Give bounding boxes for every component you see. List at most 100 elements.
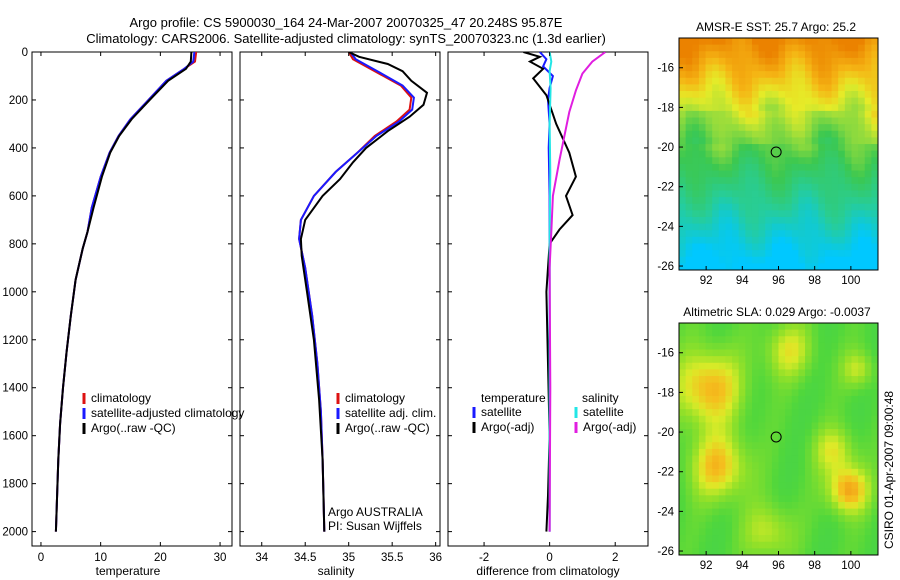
sla_map-cell xyxy=(718,376,727,384)
sla_map-cell xyxy=(692,495,700,503)
sst_map-cell xyxy=(732,230,740,238)
sst_map-cell xyxy=(718,137,727,145)
sla_map-cell xyxy=(679,548,687,555)
sst_map-cell xyxy=(858,57,866,66)
sst_map-cell xyxy=(745,110,753,119)
sst_map-cell xyxy=(844,203,853,211)
sst_map-cell xyxy=(732,77,740,85)
sla_map-cell xyxy=(838,342,846,351)
sst_map-cell xyxy=(791,163,799,172)
sla_map-cell xyxy=(791,376,799,384)
sst_map-cell xyxy=(679,236,687,245)
sst_map-cell xyxy=(838,117,846,125)
sla_map-cell xyxy=(685,349,693,357)
sla_map-cell xyxy=(864,376,872,384)
sla_map-cell xyxy=(745,442,753,450)
sla_map-cell xyxy=(705,501,713,510)
sst_map-cell xyxy=(765,104,773,112)
sst_map-cell xyxy=(698,256,707,264)
sst_map-cell xyxy=(838,51,846,59)
sla_map-cell xyxy=(698,342,707,351)
sla_map-cell xyxy=(698,462,707,470)
sla_map-cell xyxy=(805,376,813,384)
sla_map-cell xyxy=(805,508,813,516)
sla_map-cell xyxy=(751,389,760,397)
sla_map-cell xyxy=(745,468,753,477)
sla_map-cell xyxy=(851,535,859,543)
sst_map-cell xyxy=(838,84,846,92)
sst_map-cell xyxy=(765,64,773,72)
sla_map-cell xyxy=(785,382,793,390)
sst_map-cell xyxy=(858,117,866,125)
sst_map-cell xyxy=(811,110,819,119)
sla_map-cell xyxy=(765,521,773,530)
sst_map-cell xyxy=(831,104,839,112)
sla_map-cell xyxy=(725,362,733,370)
sla_map-cell xyxy=(831,382,839,390)
sla_map-cell xyxy=(698,448,707,457)
sst_map-cell xyxy=(844,77,853,85)
sst_map-cell xyxy=(831,38,839,46)
sla_map-cell xyxy=(758,349,766,357)
sla_map-cell xyxy=(692,402,700,410)
sst_map-cell xyxy=(771,130,780,139)
sst_map-cell xyxy=(858,150,866,158)
sst_map-cell xyxy=(858,104,866,112)
sla_map-cell xyxy=(751,442,760,450)
sla_map-cell xyxy=(851,521,859,530)
sla_map-cell xyxy=(758,369,766,377)
sla_map-cell xyxy=(725,422,733,430)
sla_map-cell xyxy=(738,415,746,424)
sla_map-cell xyxy=(712,435,720,443)
sst_map-cell xyxy=(864,137,872,145)
sst_map-cell xyxy=(725,183,733,192)
sla_map-cell xyxy=(771,362,780,370)
sla_map-cell xyxy=(732,508,740,516)
sla_map-cell xyxy=(858,468,866,477)
sst_map-cell xyxy=(798,97,806,105)
sst_map-cell xyxy=(831,64,839,72)
temperature-ytick-label-0: 0 xyxy=(22,47,28,59)
sst_map-cell xyxy=(858,137,866,145)
sst_map-cell xyxy=(692,197,700,205)
sla_map-cell xyxy=(725,521,733,530)
sst_map-cell xyxy=(718,71,727,79)
sst_map-cell xyxy=(745,104,753,112)
sla_map-cell xyxy=(725,515,733,523)
sst_map-cell xyxy=(712,91,720,99)
sla_map-cell xyxy=(858,495,866,503)
sla_map-cell xyxy=(771,475,780,483)
sst_map-cell xyxy=(692,203,700,211)
sst_map-cell xyxy=(685,117,693,125)
sla_map-cell xyxy=(798,362,806,370)
sla_map-cell xyxy=(692,515,700,523)
sst_map-cell xyxy=(785,256,793,264)
sla_map-cell xyxy=(831,468,839,477)
sst_map-cell xyxy=(824,150,833,158)
sla_map-cell xyxy=(725,389,733,397)
sst_map-cell xyxy=(751,97,760,105)
sla_map-cell xyxy=(698,482,707,490)
sst_map-cell xyxy=(765,91,773,99)
sst_map-cell xyxy=(818,210,826,218)
sst_map-cell xyxy=(685,104,693,112)
sla_map-cell xyxy=(805,389,813,397)
sla_map-cell xyxy=(831,356,839,364)
sla_map-cell xyxy=(818,429,826,437)
sla_map-cell xyxy=(732,455,740,463)
sla_map-cell xyxy=(712,535,720,543)
sla_map-cell xyxy=(798,336,806,344)
sst_map-cell xyxy=(778,236,786,245)
sla_map-cell xyxy=(838,329,846,337)
sst_map-cell xyxy=(838,177,846,185)
sla_map-cell xyxy=(712,495,720,503)
sla_map-cell xyxy=(765,362,773,370)
sst_map-cell xyxy=(785,243,793,251)
sst_map-cell xyxy=(718,51,727,59)
sla_map-cell xyxy=(765,482,773,490)
sla_map-cell xyxy=(791,488,799,496)
sla_map-cell xyxy=(858,382,866,390)
sst_map-cell xyxy=(685,64,693,72)
sla_map-cell xyxy=(718,429,727,437)
sla_map-cell xyxy=(765,541,773,549)
